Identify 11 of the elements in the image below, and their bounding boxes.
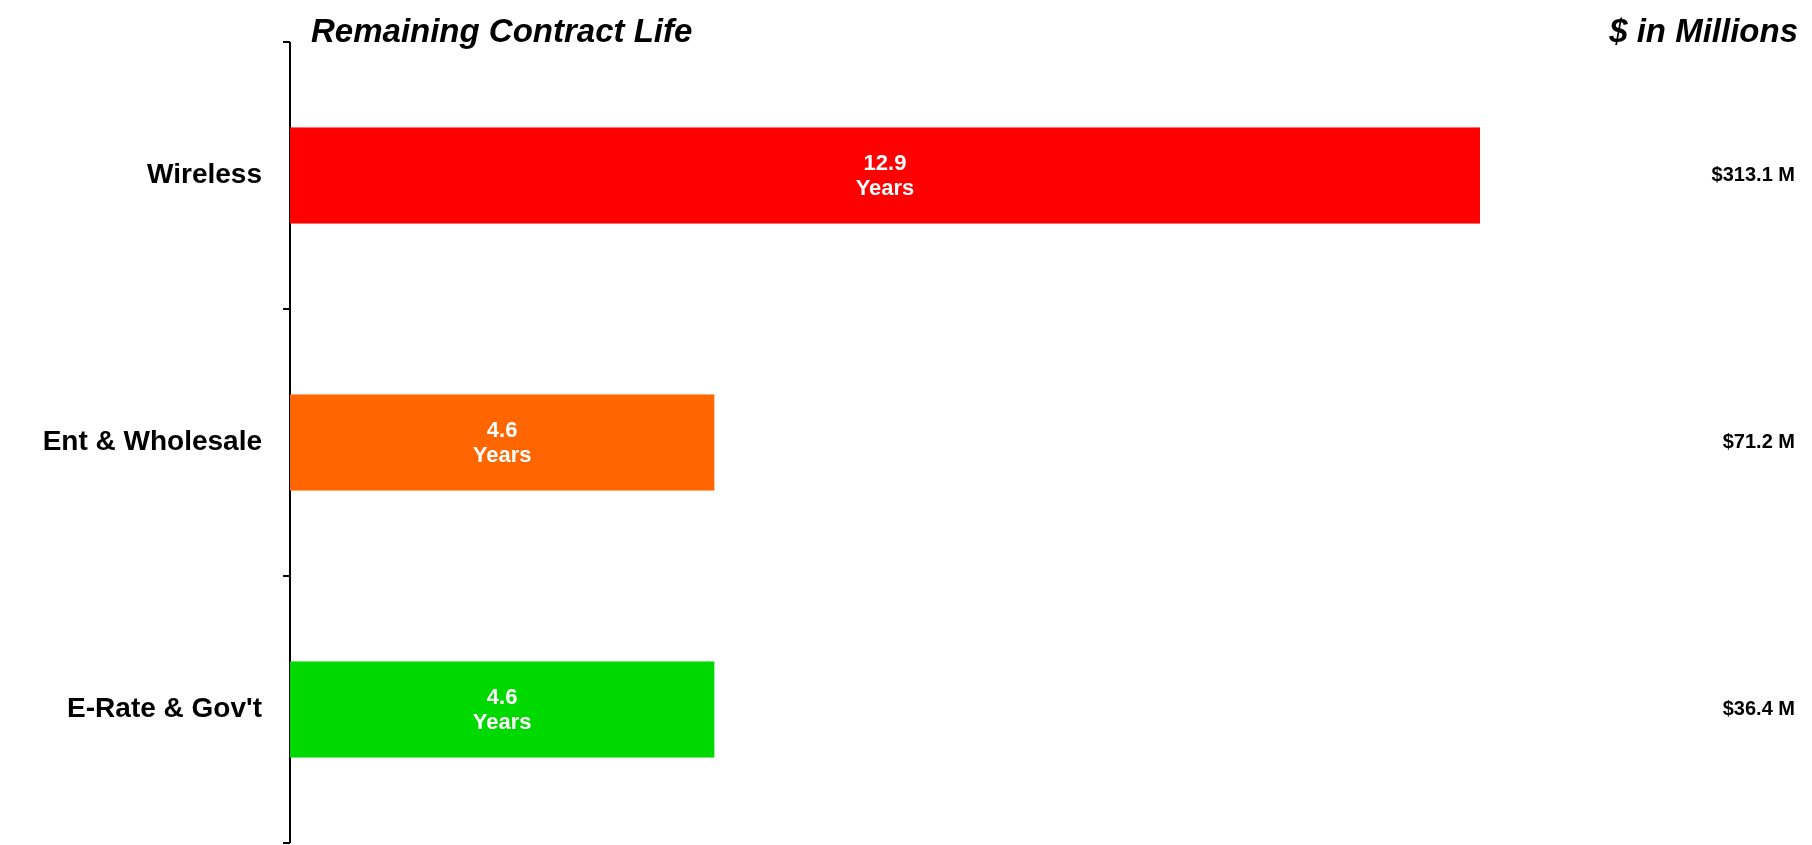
- data-label: 4.6 Years: [472, 416, 532, 467]
- y-tick-label: Wireless: [147, 157, 262, 189]
- y-tick-label: E-Rate & Gov't: [67, 691, 262, 723]
- chart-title: Remaining Contract Life: [311, 12, 693, 49]
- data-label: 4.6 Years: [472, 683, 532, 734]
- y2-axis-title: $ in Millions: [1608, 12, 1798, 49]
- y-tick-label: Ent & Wholesale: [42, 424, 262, 456]
- text: $71.2 M: [1722, 429, 1795, 452]
- text: $313.1 M: [1711, 162, 1795, 185]
- text: $36.4 M: [1722, 696, 1795, 719]
- data-label: 12.9 Years: [855, 149, 915, 200]
